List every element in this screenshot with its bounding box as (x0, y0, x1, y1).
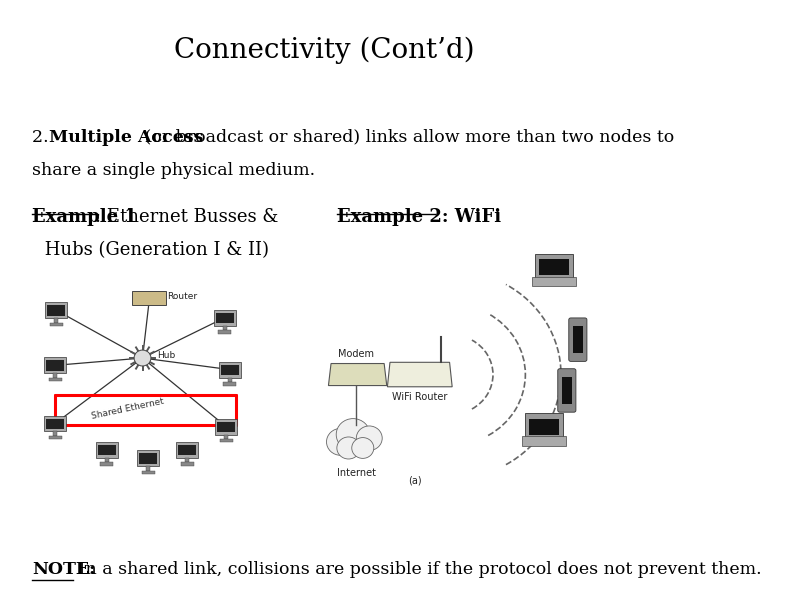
Text: In a shared link, collisions are possible if the protocol does not prevent them.: In a shared link, collisions are possibl… (73, 561, 762, 578)
Text: Multiple Access: Multiple Access (49, 129, 204, 146)
Bar (44, 357, 66, 373)
Text: NOTE:: NOTE: (32, 561, 96, 578)
Bar (53, 431, 57, 436)
FancyBboxPatch shape (131, 291, 166, 305)
Bar (562, 377, 572, 405)
Bar (45, 302, 67, 318)
Text: WiFi Router: WiFi Router (392, 392, 447, 401)
Text: Connectivity (Cont’d): Connectivity (Cont’d) (173, 37, 474, 64)
Bar (219, 362, 241, 378)
Bar (53, 373, 57, 378)
Bar (46, 360, 64, 371)
Bar (137, 450, 159, 466)
FancyBboxPatch shape (525, 413, 563, 439)
Bar (185, 458, 189, 462)
Bar (147, 466, 150, 471)
Circle shape (134, 350, 151, 366)
FancyBboxPatch shape (535, 254, 573, 280)
Bar (224, 435, 228, 439)
FancyBboxPatch shape (569, 318, 587, 361)
Bar (98, 445, 116, 455)
Text: Example 2: WiFi: Example 2: WiFi (337, 208, 501, 226)
Bar (139, 453, 158, 464)
Text: Internet: Internet (337, 468, 375, 477)
Bar (178, 445, 196, 455)
Text: Hubs (Generation I & II): Hubs (Generation I & II) (39, 241, 268, 259)
Polygon shape (387, 362, 452, 387)
Bar (221, 365, 239, 375)
Bar (215, 419, 237, 435)
Bar (176, 442, 198, 458)
Text: Router: Router (167, 293, 197, 301)
Bar (46, 419, 64, 429)
Bar (181, 462, 194, 466)
Bar (228, 378, 232, 382)
Circle shape (326, 428, 355, 455)
Text: 2.: 2. (32, 129, 55, 146)
Bar (142, 471, 154, 474)
Bar (105, 458, 109, 462)
Text: (a): (a) (408, 476, 421, 485)
Text: Modem: Modem (338, 349, 375, 359)
Bar (215, 313, 234, 323)
Text: Hub: Hub (157, 351, 175, 360)
Text: (or broadcast or shared) links allow more than two nodes to: (or broadcast or shared) links allow mor… (139, 129, 674, 146)
Text: Shared Ethernet: Shared Ethernet (91, 397, 165, 421)
Bar (223, 382, 237, 386)
Bar (96, 442, 118, 458)
Bar (214, 310, 236, 326)
Bar (44, 416, 66, 431)
Circle shape (337, 419, 370, 450)
Bar (217, 422, 235, 432)
Bar (48, 378, 62, 381)
Bar (55, 318, 59, 323)
FancyBboxPatch shape (523, 436, 565, 446)
FancyBboxPatch shape (532, 277, 576, 286)
Bar (573, 326, 583, 354)
Circle shape (352, 438, 374, 458)
Bar (529, 419, 559, 435)
Bar (48, 305, 66, 316)
Bar (219, 330, 231, 334)
Bar (50, 323, 63, 326)
Text: : Ethernet Busses &: : Ethernet Busses & (94, 208, 278, 226)
Bar (48, 436, 62, 439)
Text: Example 1: Example 1 (32, 208, 137, 226)
Bar (539, 259, 569, 275)
Bar (219, 439, 233, 442)
Circle shape (337, 437, 360, 459)
Circle shape (356, 426, 383, 450)
Bar (223, 326, 227, 330)
Polygon shape (329, 364, 386, 386)
Bar (101, 462, 113, 466)
FancyBboxPatch shape (558, 368, 576, 412)
Text: share a single physical medium.: share a single physical medium. (32, 162, 315, 179)
